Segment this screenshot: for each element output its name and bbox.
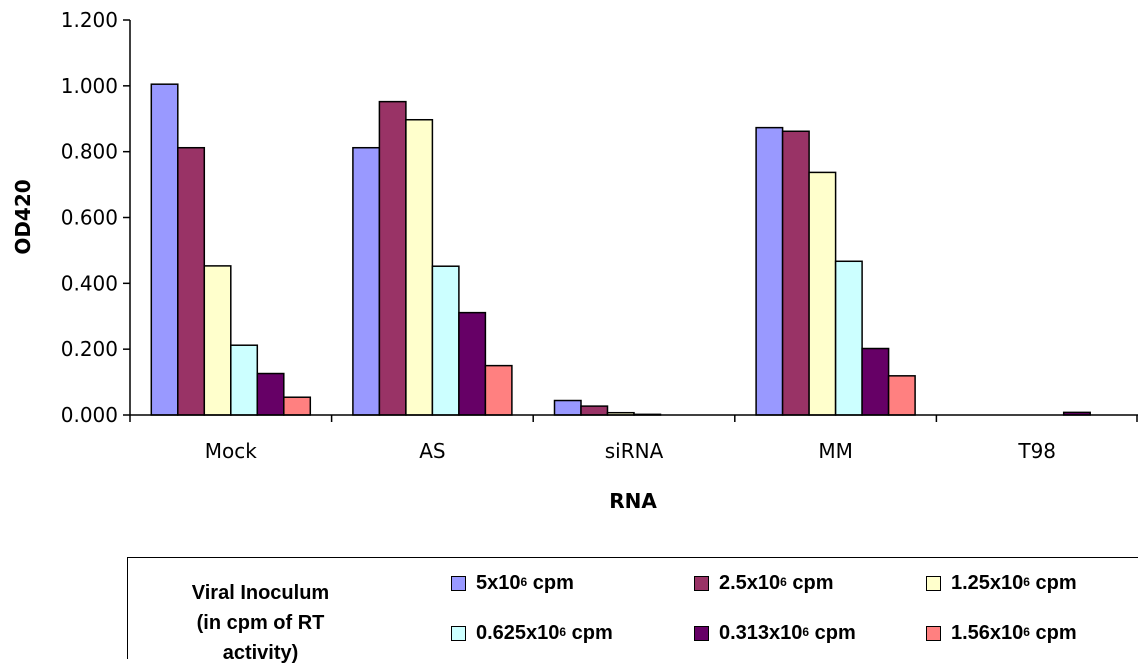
legend-swatch: [451, 576, 466, 591]
legend-label-exponent: 6: [1023, 574, 1030, 589]
legend-title: Viral Inoculum (in cpm of RT activity): [158, 578, 363, 668]
legend-label-base: 1.25x10: [951, 572, 1024, 594]
legend: Viral Inoculum (in cpm of RT activity) 5…: [127, 557, 1138, 664]
legend-swatch: [694, 576, 709, 591]
legend-label-unit: cpm: [1029, 622, 1077, 644]
y-tick-label: 0.400: [61, 271, 118, 295]
bar-as-series-5: [458, 311, 487, 416]
bar-as-series-3: [405, 118, 434, 416]
legend-label-exponent: 6: [780, 574, 787, 589]
legend-swatch: [694, 626, 709, 641]
legend-label-unit: cpm: [809, 622, 856, 644]
legend-label-exponent: 6: [520, 574, 528, 589]
x-tick-label: MM: [818, 439, 853, 463]
legend-item: 1.56x10 6 cpm: [926, 622, 1077, 645]
y-tick-label: 0.800: [61, 140, 118, 164]
bar-mock-series-6: [283, 396, 312, 416]
legend-title-line2: (in cpm of RT activity): [196, 612, 325, 664]
legend-label-unit: cpm: [1029, 572, 1077, 594]
x-tick-label: AS: [419, 439, 445, 463]
bars: [150, 83, 1091, 416]
legend-swatch: [926, 576, 941, 591]
axes: 0.000 0.200 0.400 0.600 0.800 1.000 1.200 Mock A…: [61, 8, 1138, 463]
legend-label-base: 0.313x10: [719, 622, 803, 644]
y-tick-label: 0.200: [61, 337, 118, 361]
legend-item: 0.625x10 6 cpm: [451, 622, 613, 645]
bar-mock-series-4: [230, 344, 259, 416]
legend-swatch: [451, 626, 466, 641]
bar-mock-series-5: [256, 372, 285, 416]
legend-label-exponent: 6: [802, 624, 810, 639]
y-tick-label: 1.200: [61, 8, 118, 32]
bar-mm-series-3: [808, 171, 837, 416]
x-tick-label: Mock: [205, 439, 257, 463]
bar-as-series-6: [484, 364, 513, 416]
legend-label-unit: cpm: [527, 572, 574, 594]
bar-mock-series-1: [150, 83, 179, 416]
x-tick-label: T98: [1017, 439, 1056, 463]
legend-title-line1: Viral Inoculum: [191, 582, 330, 604]
bar-mm-series-4: [834, 260, 863, 416]
bar-mm-series-5: [861, 347, 890, 416]
bar-sirna-series-1: [553, 399, 582, 416]
bar-mock-series-2: [177, 146, 206, 416]
legend-label-base: 0.625x10: [476, 622, 560, 644]
bar-mm-series-6: [887, 375, 916, 416]
bar-mm-series-1: [755, 126, 784, 416]
legend-swatch: [926, 626, 941, 641]
legend-item: 0.313x10 6 cpm: [694, 622, 856, 645]
legend-label-exponent: 6: [1023, 624, 1030, 639]
bar-mock-series-3: [203, 265, 232, 416]
y-tick-label: 1.000: [61, 74, 118, 98]
legend-label-unit: cpm: [566, 622, 613, 644]
x-tick-label: siRNA: [605, 439, 664, 463]
y-tick-label: 0.000: [61, 403, 118, 427]
legend-label-base: 1.56x10: [951, 622, 1024, 644]
y-axis-title: OD420: [11, 179, 35, 254]
legend-label-base: 5x10: [476, 572, 521, 594]
legend-label-unit: cpm: [786, 572, 834, 594]
legend-label-exponent: 6: [559, 624, 567, 639]
x-axis-title: RNA: [609, 489, 657, 513]
bar-chart: 0.000 0.200 0.400 0.600 0.800 1.000 1.200 Mock A…: [11, 8, 1138, 513]
bar-as-series-2: [378, 100, 407, 416]
bar-mm-series-2: [781, 130, 810, 416]
bar-sirna-series-2: [580, 405, 609, 416]
bar-as-series-4: [431, 265, 460, 416]
legend-item: 5x10 6 cpm: [451, 572, 574, 595]
legend-label-base: 2.5x10: [719, 572, 781, 594]
bar-as-series-1: [352, 146, 381, 416]
legend-item: 1.25x10 6 cpm: [926, 572, 1077, 595]
y-tick-label: 0.600: [61, 206, 118, 230]
legend-item: 2.5x10 6 cpm: [694, 572, 834, 595]
